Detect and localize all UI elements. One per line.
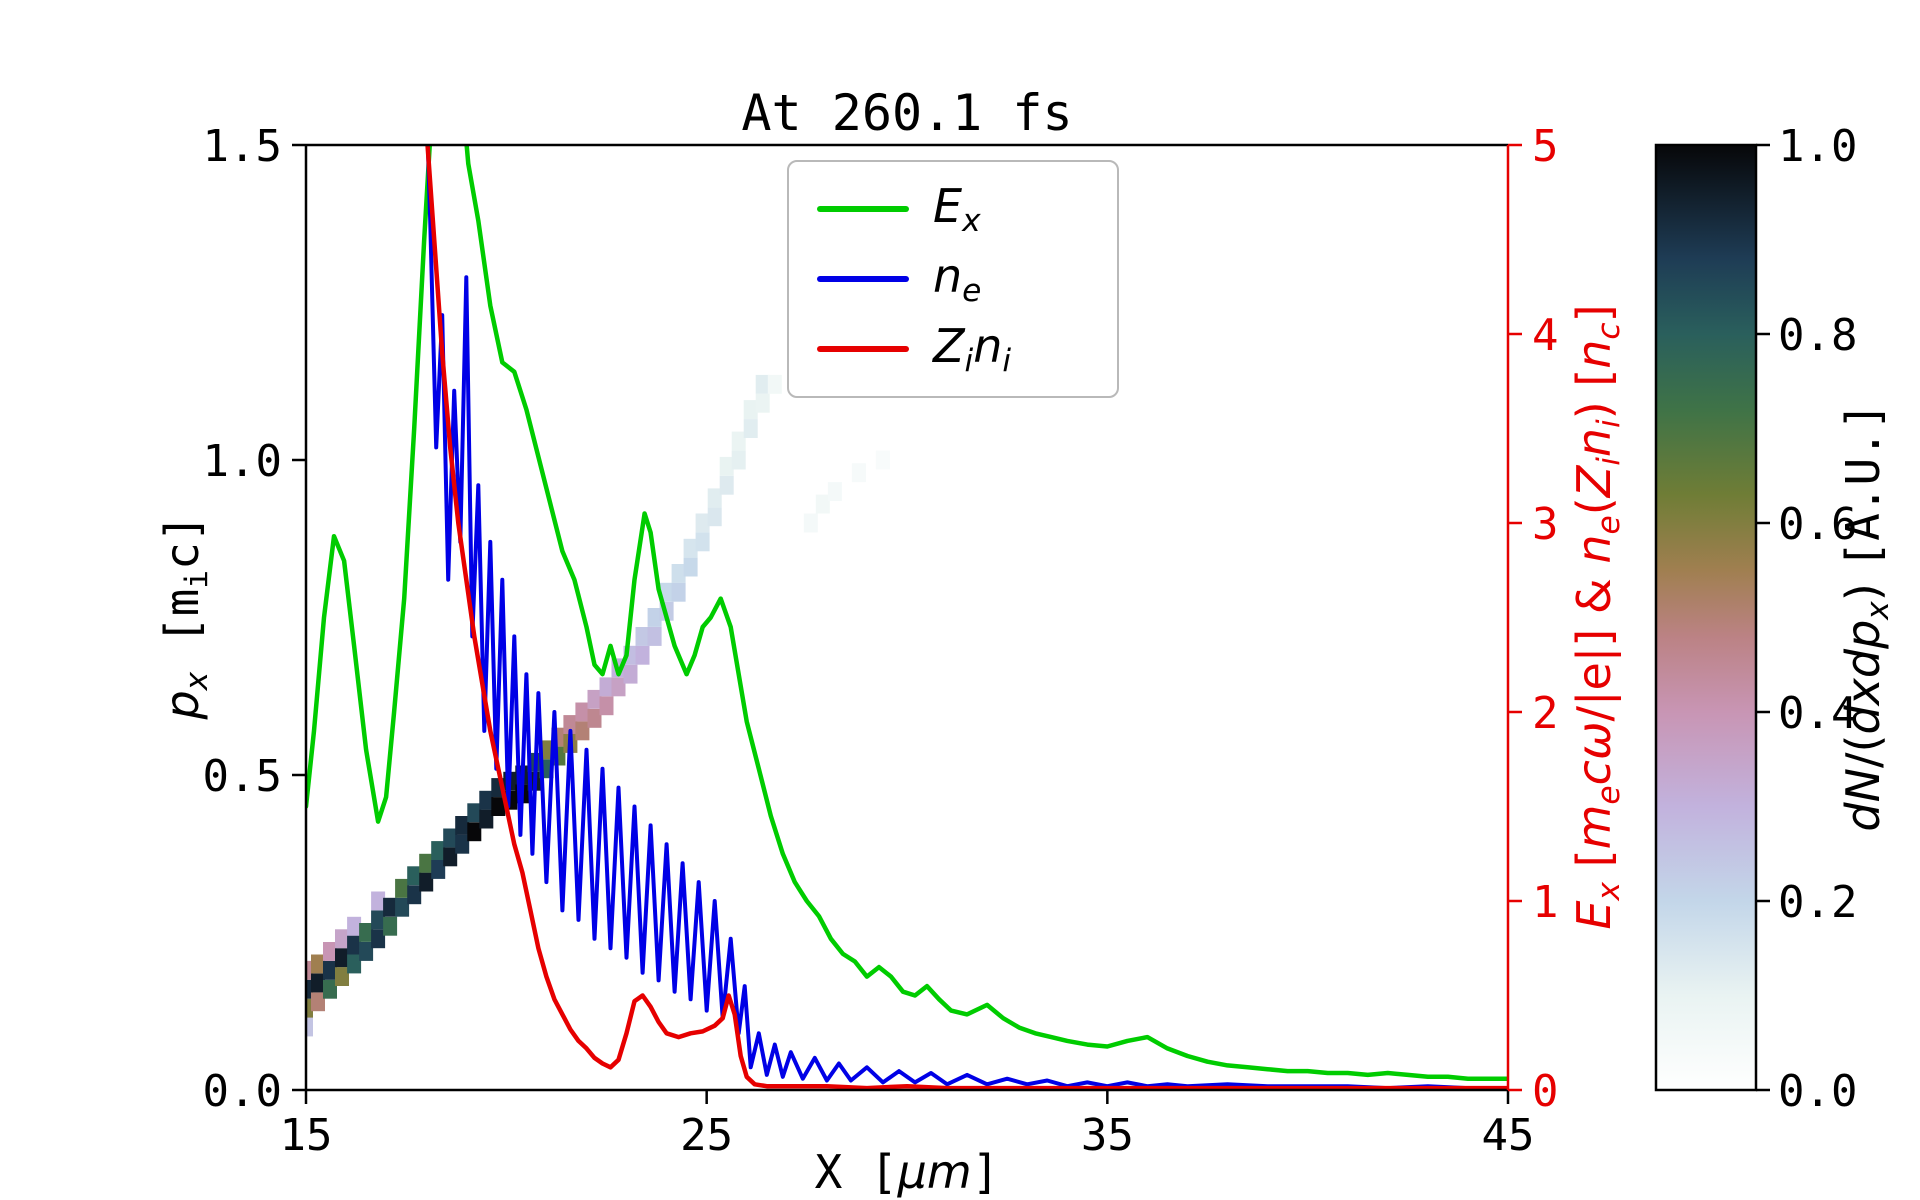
svg-text:0.0: 0.0: [203, 1066, 282, 1117]
svg-text:3: 3: [1532, 499, 1559, 550]
svg-text:1: 1: [1532, 877, 1559, 928]
svg-text:0.2: 0.2: [1778, 877, 1857, 928]
svg-text:15: 15: [280, 1110, 333, 1161]
svg-text:1.0: 1.0: [203, 436, 282, 487]
x-axis-label: X [μm]: [814, 1145, 1000, 1199]
svg-text:35: 35: [1081, 1110, 1134, 1161]
svg-text:1.5: 1.5: [203, 121, 282, 172]
colorbar-label: dN/(dxdpx) [A.U.]: [1836, 402, 1896, 832]
series-Zini: [425, 145, 1508, 1090]
legend-line-ex: [817, 206, 909, 212]
legend: Ex ne Zini: [787, 160, 1119, 398]
svg-text:25: 25: [680, 1110, 733, 1161]
series-ne: [425, 145, 1508, 1090]
svg-text:5: 5: [1532, 121, 1559, 172]
svg-text:0.6: 0.6: [1778, 499, 1857, 550]
legend-label-ne: ne: [933, 249, 982, 309]
svg-text:45: 45: [1482, 1110, 1535, 1161]
legend-item-zini: Zini: [817, 318, 1089, 380]
legend-line-zini: [817, 346, 909, 352]
chart-title: At 260.1 fs: [741, 84, 1073, 142]
legend-item-ne: ne: [817, 248, 1089, 310]
svg-text:0.4: 0.4: [1778, 688, 1857, 739]
svg-text:4: 4: [1532, 310, 1559, 361]
svg-text:0.8: 0.8: [1778, 310, 1857, 361]
svg-text:1.0: 1.0: [1778, 121, 1857, 172]
colorbar: [1654, 143, 1758, 1092]
legend-item-ex: Ex: [817, 178, 1089, 240]
svg-text:0: 0: [1532, 1066, 1559, 1117]
svg-text:0.5: 0.5: [203, 751, 282, 802]
svg-text:2: 2: [1532, 688, 1559, 739]
series-Ex: [306, 145, 1508, 1081]
svg-text:0.0: 0.0: [1778, 1066, 1857, 1117]
legend-label-ex: Ex: [933, 179, 981, 239]
plot-area: [306, 145, 1508, 1090]
legend-label-zini: Zini: [933, 319, 1012, 379]
y-right-axis-label: Ex [mecω/|e|] & ne(Zini) [nc]: [1567, 304, 1627, 930]
y-left-axis-label: px [mic]: [155, 514, 215, 720]
legend-line-ne: [817, 276, 909, 282]
